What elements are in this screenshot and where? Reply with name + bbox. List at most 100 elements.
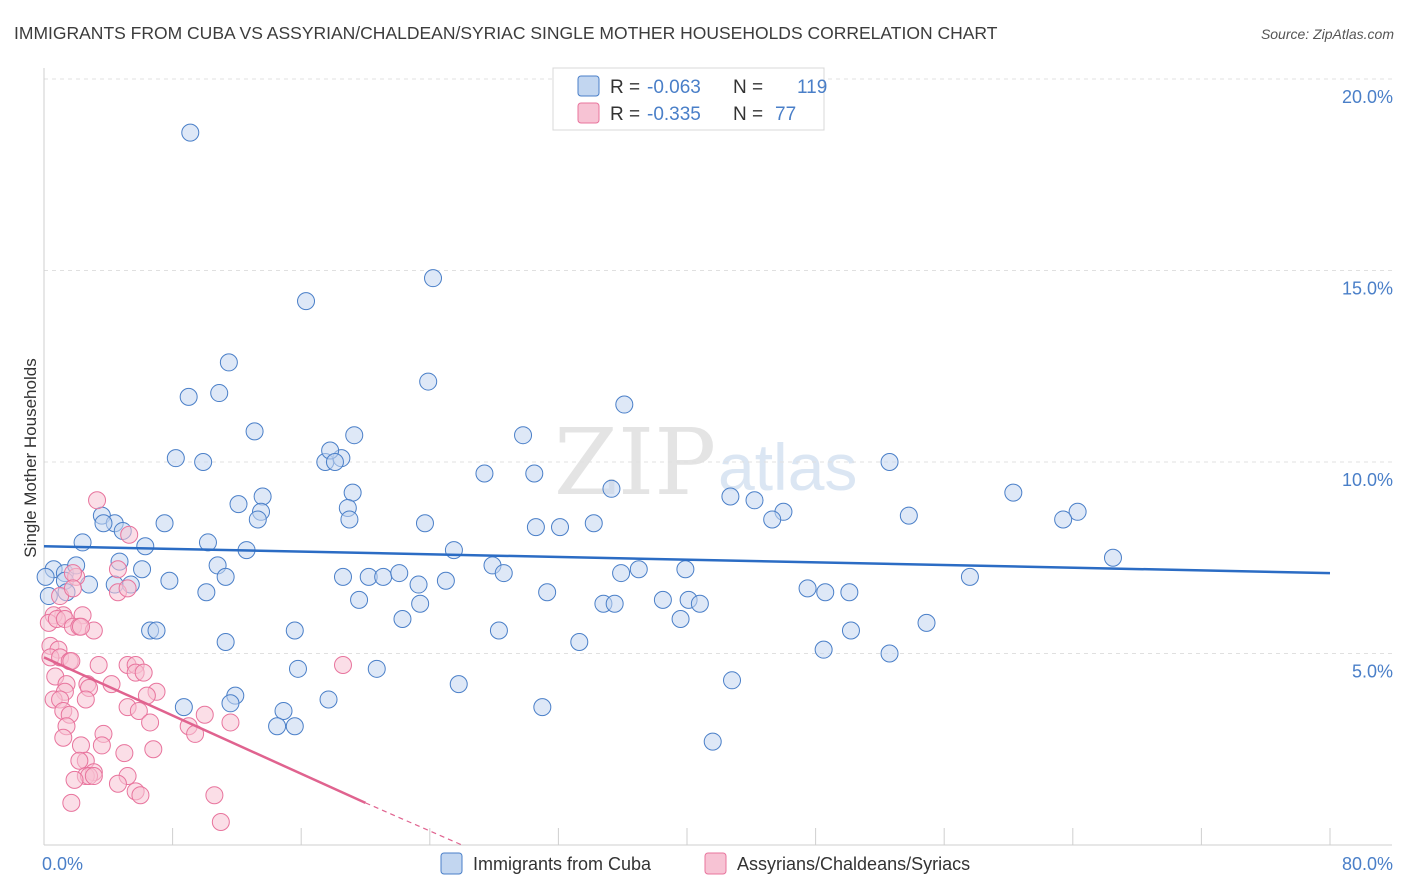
- trend-lines: [43, 545, 1331, 846]
- point-cuba-105: [449, 675, 468, 694]
- point-cuba-54: [133, 560, 152, 579]
- point-assyrian-1: [120, 525, 139, 544]
- point-cuba-89: [816, 583, 835, 602]
- bottom-legend: Immigrants from Cuba Assyrians/Chaldeans…: [440, 852, 970, 875]
- point-cuba-82: [393, 610, 412, 629]
- point-cuba-104: [880, 644, 899, 663]
- point-cuba-109: [221, 694, 240, 713]
- point-cuba-91: [671, 610, 690, 629]
- point-cuba-111: [533, 698, 552, 717]
- point-cuba-1: [424, 269, 443, 288]
- trend-line-assyrian-extension: [365, 802, 463, 846]
- point-cuba-74: [409, 575, 428, 594]
- point-cuba-34: [94, 514, 113, 533]
- point-cuba-35: [248, 510, 267, 529]
- point-cuba-5: [179, 387, 198, 406]
- point-cuba-23: [721, 487, 740, 506]
- point-cuba-19: [880, 453, 899, 471]
- point-assyrian-65: [65, 770, 84, 789]
- point-assyrian-12: [118, 579, 137, 598]
- point-cuba-85: [653, 590, 672, 609]
- point-assyrian-47: [221, 713, 240, 732]
- point-assyrian-43: [129, 701, 148, 720]
- series-assyrians-chaldeans-syriacs: [39, 491, 352, 832]
- point-cuba-57: [333, 567, 352, 586]
- source-label: Source: ZipAtlas.com: [1261, 26, 1394, 42]
- legend-r-label-1: R =: [610, 77, 640, 98]
- point-assyrian-56: [115, 744, 134, 763]
- legend-swatch-blue: [577, 75, 600, 97]
- point-cuba-64: [629, 560, 648, 579]
- point-assyrian-3: [108, 560, 127, 579]
- point-cuba-96: [285, 621, 304, 640]
- point-cuba-66: [1103, 548, 1122, 567]
- point-cuba-65: [676, 560, 695, 579]
- point-cuba-41: [763, 510, 782, 529]
- point-cuba-39: [551, 518, 570, 537]
- point-cuba-11: [166, 449, 185, 468]
- point-cuba-103: [814, 640, 833, 659]
- point-cuba-10: [514, 426, 533, 445]
- point-cuba-87: [690, 594, 709, 613]
- point-cuba-3: [219, 353, 238, 372]
- point-cuba-30: [899, 506, 918, 525]
- point-cuba-8: [245, 422, 264, 441]
- point-cuba-42: [1054, 510, 1073, 529]
- point-assyrian-68: [131, 786, 150, 805]
- point-cuba-102: [723, 671, 742, 690]
- legend-n-label-2: N =: [733, 104, 763, 125]
- point-assyrian-0: [88, 491, 107, 510]
- point-cuba-77: [197, 583, 216, 602]
- point-cuba-47: [136, 537, 155, 556]
- point-cuba-98: [570, 633, 589, 652]
- point-cuba-46: [198, 533, 217, 552]
- point-cuba-73: [160, 571, 179, 590]
- bottom-legend-swatch-pink: [704, 852, 727, 875]
- point-cuba-17: [475, 464, 494, 483]
- point-cuba-67: [960, 567, 979, 586]
- point-cuba-26: [229, 495, 248, 514]
- point-cuba-62: [494, 564, 513, 583]
- point-cuba-24: [745, 491, 764, 510]
- point-assyrian-64: [84, 767, 103, 786]
- point-assyrian-6: [63, 579, 82, 598]
- point-cuba-113: [285, 717, 304, 736]
- point-cuba-108: [174, 698, 193, 717]
- point-assyrian-55: [144, 740, 163, 759]
- point-cuba-107: [319, 690, 338, 709]
- y-tick-labels: 5.0% 10.0% 15.0% 20.0%: [1342, 87, 1393, 682]
- point-cuba-60: [390, 564, 409, 583]
- point-cuba-84: [605, 594, 624, 613]
- bottom-legend-swatch-blue: [440, 852, 463, 875]
- point-cuba-6: [210, 384, 229, 403]
- x-tick-label-0: 0.0%: [42, 854, 83, 874]
- point-cuba-88: [798, 579, 817, 598]
- legend-n-value-2: 77: [775, 104, 796, 125]
- point-cuba-59: [374, 567, 393, 586]
- point-assyrian-69: [205, 786, 224, 805]
- point-cuba-112: [268, 717, 287, 736]
- y-axis-label: Single Mother Households: [21, 358, 40, 557]
- bottom-legend-label-2: Assyrians/Chaldeans/Syriacs: [737, 854, 970, 874]
- y-tick-label-1: 10.0%: [1342, 470, 1393, 490]
- point-cuba-37: [415, 514, 434, 533]
- point-assyrian-48: [141, 713, 160, 732]
- point-assyrian-4: [63, 564, 82, 583]
- legend-swatch-pink: [577, 102, 600, 124]
- point-cuba-16: [325, 453, 344, 471]
- point-cuba-7: [615, 395, 634, 414]
- legend-r-value-2: -0.335: [647, 104, 701, 125]
- point-cuba-110: [274, 701, 293, 720]
- point-assyrian-37: [134, 663, 153, 682]
- watermark: ZIP atlas: [554, 409, 857, 516]
- series-immigrants-from-cuba: [36, 123, 1122, 751]
- point-assyrian-54: [92, 736, 111, 755]
- watermark-zip: ZIP: [554, 409, 716, 516]
- point-cuba-80: [350, 590, 369, 609]
- point-assyrian-71: [211, 813, 230, 832]
- x-tick-labels: 0.0% 80.0%: [42, 854, 1393, 874]
- y-tick-label-3: 20.0%: [1342, 87, 1393, 107]
- legend-n-value-1: 119: [797, 77, 827, 98]
- trend-line-cuba: [43, 545, 1331, 575]
- point-cuba-4: [419, 372, 438, 391]
